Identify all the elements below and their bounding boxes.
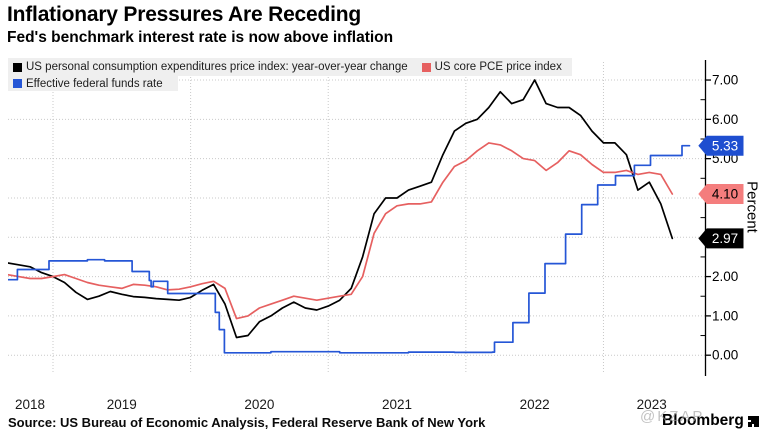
y-axis-title: Percent bbox=[743, 181, 761, 233]
value-badge-label: 4.10 bbox=[712, 187, 738, 202]
value-badge-label: 5.33 bbox=[712, 138, 738, 153]
legend-item-headline-pce: US personal consumption expenditures pri… bbox=[13, 61, 408, 73]
y-tick-label: 6.00 bbox=[712, 112, 738, 127]
series-fed-funds bbox=[8, 144, 691, 354]
legend-label-headline-pce: US personal consumption expenditures pri… bbox=[26, 61, 408, 73]
page-title: Inflationary Pressures Are Receding bbox=[7, 3, 362, 26]
legend-swatch-blue bbox=[13, 79, 22, 88]
y-tick-label: 1.00 bbox=[712, 308, 738, 323]
value-badge bbox=[698, 184, 744, 204]
value-badge bbox=[698, 228, 744, 249]
source-note: Source: US Bureau of Economic Analysis, … bbox=[8, 415, 486, 430]
bloomberg-logo: Bloomberg bbox=[662, 412, 759, 430]
watermark-text: @KZAP bbox=[640, 408, 705, 425]
value-badge bbox=[698, 135, 744, 156]
legend-swatch-black bbox=[13, 62, 22, 72]
legend-label-fed-funds: Effective federal funds rate bbox=[26, 77, 163, 90]
x-tick-label: 2019 bbox=[107, 397, 137, 412]
legend-swatch-red bbox=[421, 62, 431, 72]
series-pce-headline bbox=[8, 79, 674, 339]
x-tick-label: 2021 bbox=[382, 397, 412, 412]
x-tick-label: 2018 bbox=[15, 397, 45, 412]
x-tick-label: 2022 bbox=[520, 397, 550, 412]
legend-item-fed-funds: Effective federal funds rate bbox=[13, 78, 163, 90]
legend-row-2: Effective federal funds rate bbox=[8, 76, 178, 91]
legend-row-1: US personal consumption expenditures pri… bbox=[8, 58, 572, 76]
y-tick-label: 7.00 bbox=[712, 73, 738, 88]
x-tick-label: 2023 bbox=[637, 397, 667, 412]
legend-label-core-pce: US core PCE price index bbox=[434, 61, 562, 73]
legend-item-core-pce: US core PCE price index bbox=[421, 61, 562, 73]
page-subtitle: Fed's benchmark interest rate is now abo… bbox=[7, 29, 394, 46]
x-tick-label: 2020 bbox=[244, 397, 274, 412]
series-pce-core bbox=[8, 142, 674, 320]
value-badge-label: 2.97 bbox=[712, 231, 738, 246]
bloomberg-mark-icon bbox=[747, 415, 759, 427]
y-tick-label: 0.00 bbox=[712, 348, 738, 363]
bloomberg-wordmark: Bloomberg bbox=[662, 412, 744, 429]
y-tick-label: 2.00 bbox=[712, 269, 738, 284]
